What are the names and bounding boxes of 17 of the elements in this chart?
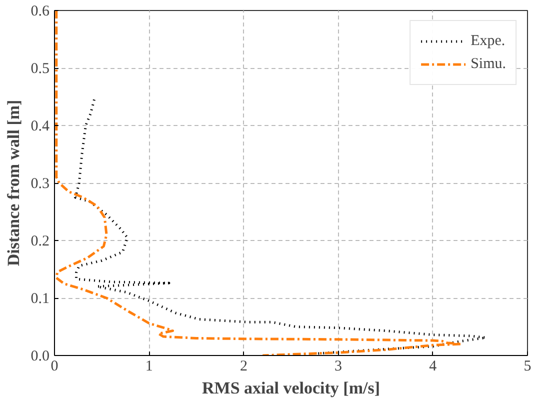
y-axis-title: Distance from wall [m] (4, 100, 23, 266)
y-tick-label: 0.3 (30, 176, 50, 192)
y-tick-label: 0.5 (30, 61, 50, 77)
x-tick-label: 1 (145, 358, 153, 374)
y-tick-label: 0.4 (30, 118, 50, 134)
y-tick-label: 0.1 (30, 291, 50, 307)
y-tick-label: 0.0 (30, 348, 50, 364)
x-tick-label: 2 (240, 358, 248, 374)
x-axis-title: RMS axial velocity [m/s] (202, 378, 380, 398)
x-tick-label: 4 (429, 358, 438, 374)
y-tick-label: 0.2 (30, 234, 50, 250)
legend-label: Expe. (470, 32, 506, 50)
y-tick-label: 0.6 (30, 4, 50, 20)
legend-label: Simu. (470, 56, 506, 72)
x-tick-label: 5 (524, 358, 532, 374)
x-tick-label: 3 (334, 358, 342, 374)
x-tick-label: 0 (50, 358, 58, 374)
